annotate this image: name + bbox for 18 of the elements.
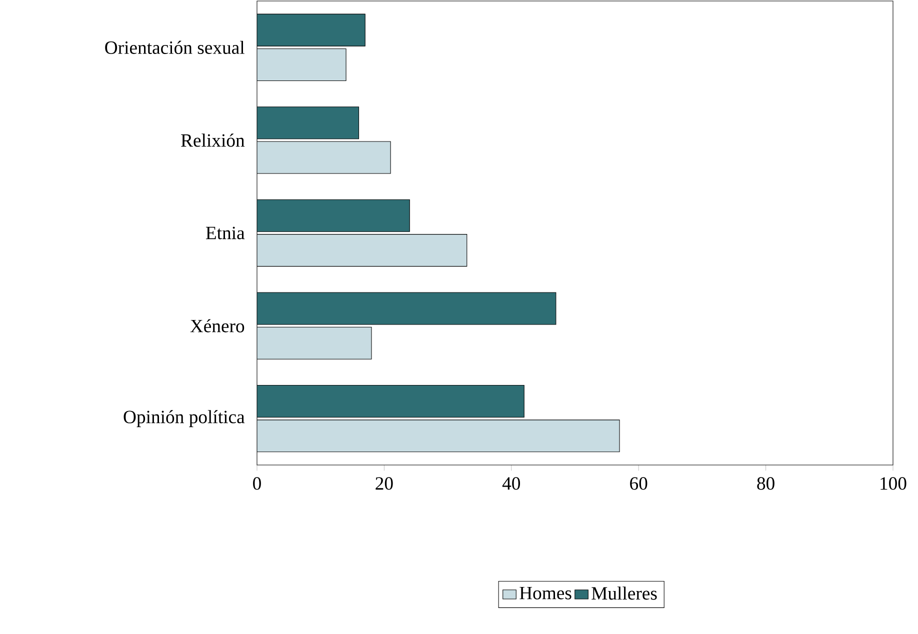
y-tick-label: Opinión política	[124, 410, 245, 428]
x-tick-label: 100	[880, 477, 906, 490]
x-tick-label: 60	[630, 477, 648, 490]
legend-label: Homes	[520, 586, 572, 600]
y-tick-label: Etnia	[206, 226, 245, 240]
legend-label: Mulleres	[592, 586, 657, 600]
x-tick-label: 0	[253, 477, 261, 490]
y-tick-label: Relixión	[181, 134, 245, 147]
x-tick-label: 80	[757, 477, 774, 490]
bar	[257, 141, 391, 174]
y-tick-label: Orientación sexual	[105, 40, 244, 54]
x-tick-label: 40	[502, 477, 520, 490]
bar	[257, 326, 372, 360]
bar	[257, 234, 468, 267]
bar	[257, 48, 346, 81]
y-tick-label: Xénero	[190, 319, 244, 332]
x-tick-label: 20	[376, 477, 393, 490]
bar	[257, 420, 620, 452]
